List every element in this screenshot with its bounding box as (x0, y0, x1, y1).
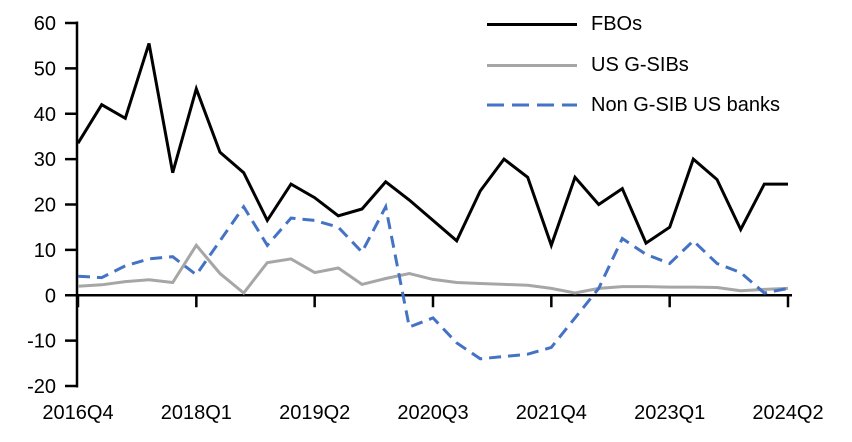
x-tick-label: 2023Q1 (634, 402, 705, 424)
fbos-legend-line (487, 22, 577, 26)
us-gsibs-legend-line (487, 63, 577, 67)
legend-label-non-gsib-us-banks: Non G-SIB US banks (591, 94, 780, 116)
legend-label-us-gsibs: US G-SIBs (591, 54, 689, 76)
y-tick-label: 10 (34, 240, 56, 262)
y-tick-label: 20 (34, 195, 56, 217)
x-tick-label: 2016Q4 (42, 402, 113, 424)
legend: FBOs US G-SIBs Non G-SIB US banks (487, 0, 817, 130)
non-gsib-legend-line (487, 103, 577, 107)
x-tick-label: 2018Q1 (161, 402, 232, 424)
legend-item-non-gsib-us-banks: Non G-SIB US banks (487, 89, 780, 121)
legend-label-fbos: FBOs (591, 13, 643, 35)
y-tick-label: 60 (34, 13, 56, 35)
non-gsib-us-banks-line (77, 202, 789, 361)
y-tick-label: -20 (27, 376, 56, 398)
y-tick-label: 50 (34, 58, 56, 80)
x-tick-label: 2019Q2 (279, 402, 350, 424)
fbos-line (76, 42, 788, 250)
legend-item-fbos: FBOs (487, 8, 642, 40)
x-tick-label: 2024Q2 (752, 402, 823, 424)
y-tick-label: 0 (45, 285, 56, 307)
x-tick-label: 2021Q4 (516, 402, 587, 424)
y-tick-label: 40 (34, 104, 56, 126)
us-gsibs-line (77, 242, 789, 296)
x-tick-label: 2020Q3 (397, 402, 468, 424)
y-tick-label: 30 (34, 149, 56, 171)
legend-item-us-gsibs: US G-SIBs (487, 49, 689, 81)
y-tick-label: -10 (27, 331, 56, 353)
